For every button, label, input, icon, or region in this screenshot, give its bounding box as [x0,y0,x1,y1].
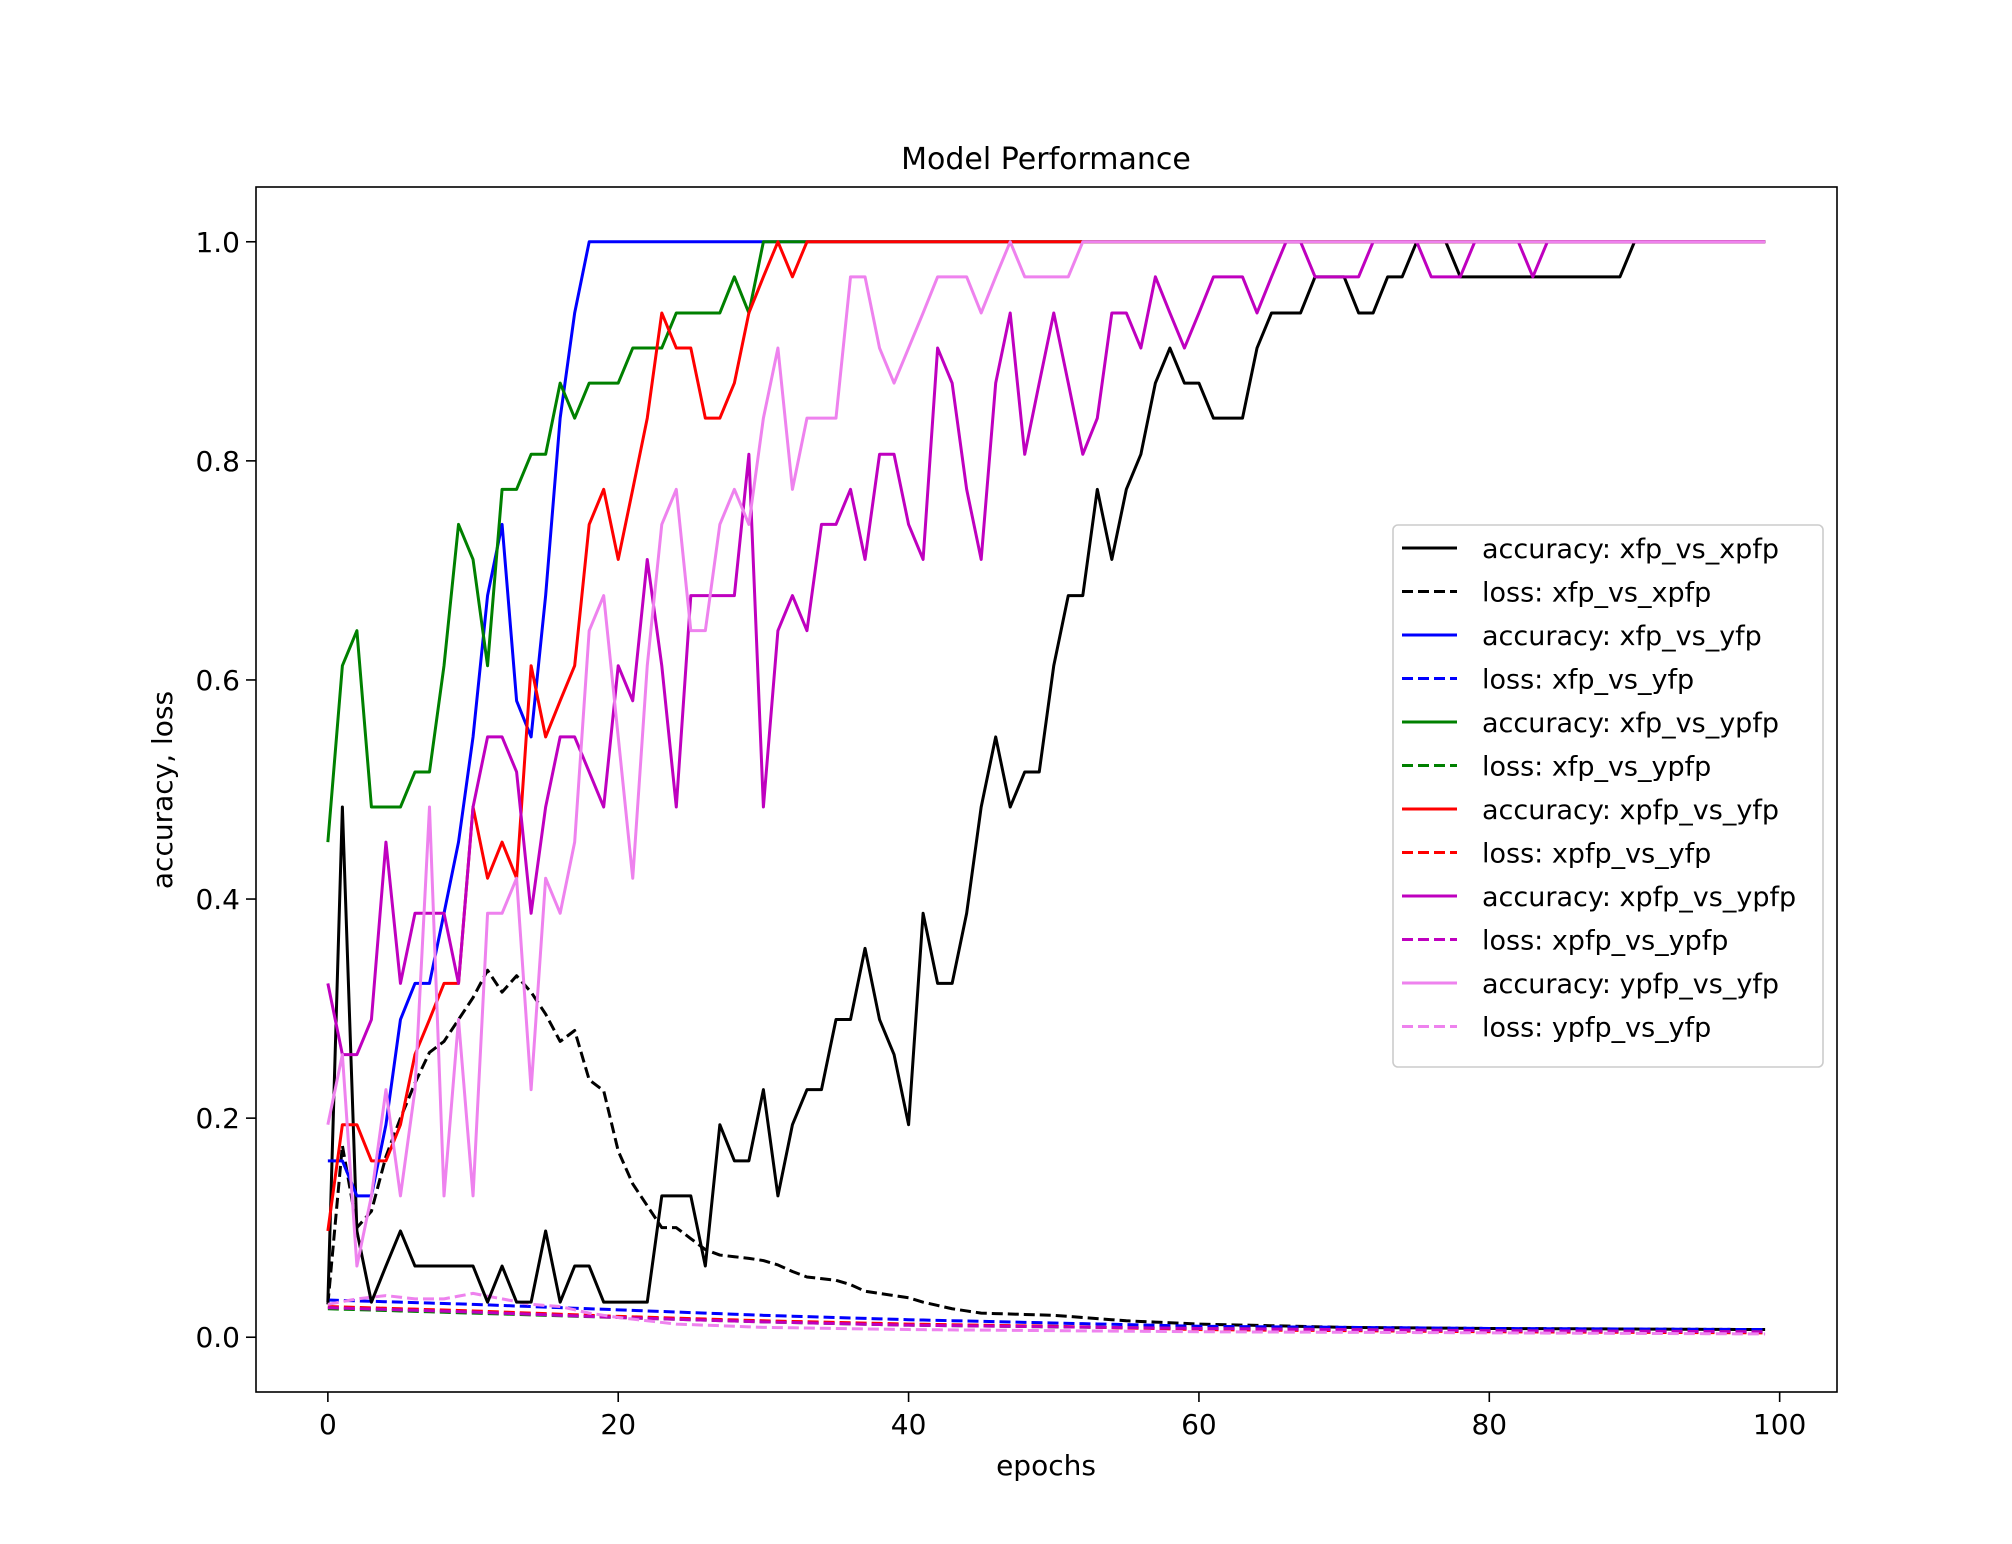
series-line-1 [326,968,1766,1332]
legend-label: loss: xfp_vs_yfp [1482,665,1694,696]
legend-label: loss: xfp_vs_xpfp [1482,578,1711,609]
legend-label: accuracy: ypfp_vs_yfp [1482,969,1779,1000]
legend-label: accuracy: xpfp_vs_yfp [1482,795,1779,826]
series-line-0 [326,240,1766,1304]
y-tick-label: 0.4 [195,883,240,916]
x-tick-label: 80 [1471,1408,1507,1441]
series-line-11 [327,1291,1766,1336]
plot-lines [326,240,1766,1336]
y-tick-label: 0.2 [195,1102,240,1135]
legend-label: loss: xfp_vs_ypfp [1482,752,1711,783]
x-axis: 0 20 40 60 80 100 [319,1392,1806,1441]
plot-frame [255,186,1838,1393]
series-line-10 [326,240,1766,1268]
y-tick-label: 0.0 [195,1321,240,1354]
y-axis-label: accuracy, loss [146,691,179,889]
series-line-8 [326,240,1766,1057]
legend-label: accuracy: xfp_vs_xpfp [1482,534,1779,565]
legend-label: loss: xpfp_vs_ypfp [1482,926,1728,957]
legend-label: accuracy: xfp_vs_ypfp [1482,708,1779,739]
legend-label: loss: xpfp_vs_yfp [1482,839,1711,870]
x-tick-label: 60 [1181,1408,1217,1441]
x-axis-label: epochs [996,1449,1096,1482]
y-tick-label: 0.6 [195,664,240,697]
y-tick-label: 1.0 [195,226,240,259]
x-tick-label: 100 [1753,1408,1806,1441]
x-tick-label: 0 [319,1408,337,1441]
legend-label: accuracy: xpfp_vs_ypfp [1482,882,1796,913]
legend: accuracy: xfp_vs_xpfp loss: xfp_vs_xpfpac… [1392,524,1824,1068]
y-tick-label: 0.8 [195,445,240,478]
legend-box [1392,524,1824,1068]
y-axis: 0.0 0.2 0.4 0.6 0.8 1.0 [195,226,256,1354]
legend-label: loss: ypfp_vs_yfp [1482,1013,1711,1044]
x-tick-label: 20 [600,1408,636,1441]
legend-label: accuracy: xfp_vs_yfp [1482,621,1762,652]
x-tick-label: 40 [891,1408,927,1441]
chart-title: Model Performance [901,142,1191,177]
